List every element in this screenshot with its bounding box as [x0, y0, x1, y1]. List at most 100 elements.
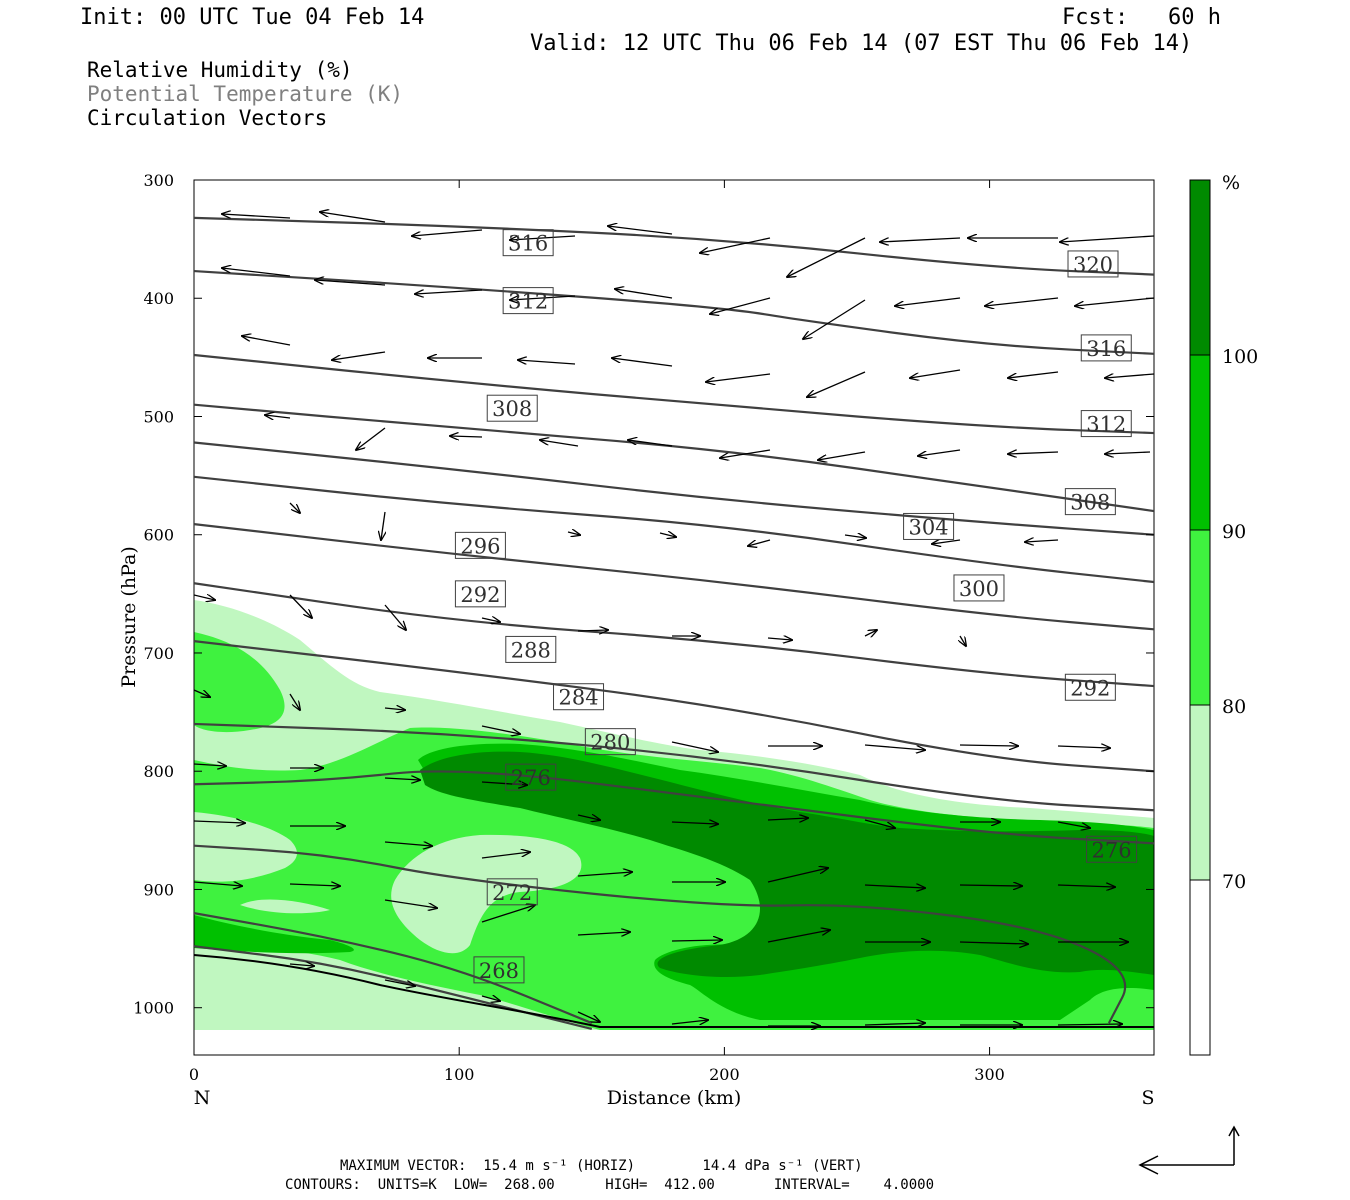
contour-label-text: 316 [1086, 337, 1126, 361]
contour-label-text: 272 [492, 881, 532, 905]
contour-label-box [953, 574, 1005, 602]
theta-contour-276 [194, 844, 1127, 1024]
colorbar-frame [1189, 179, 1211, 1056]
vector [1105, 374, 1154, 378]
contour-label-box [473, 956, 525, 984]
south-label: S [1141, 1087, 1154, 1109]
vector [481, 782, 527, 785]
vector [577, 1011, 600, 1022]
vector [615, 289, 673, 299]
theta-contour-268 [194, 945, 593, 1031]
theta-contour-280 [194, 770, 1154, 845]
y-tick-label: 700 [143, 644, 174, 663]
contour-info: CONTOURS: UNITS=K LOW= 268.00 HIGH= 412.… [285, 1177, 935, 1193]
vector [384, 604, 406, 630]
vector-layer [194, 212, 1154, 1026]
vector [384, 899, 437, 908]
vector [1057, 746, 1110, 748]
contour-label: 300 [953, 574, 1005, 602]
vector [481, 725, 520, 734]
y-tick-label: 1000 [133, 999, 174, 1018]
terrain-line [193, 954, 1154, 1028]
contour-label-box [505, 635, 557, 663]
vector [864, 819, 895, 828]
vector [510, 295, 576, 300]
vector [960, 635, 966, 646]
init-time: Init: 00 UTC Tue 04 Feb 14 [80, 5, 425, 30]
contour-label-text: 316 [508, 232, 548, 256]
contour-label: 292 [454, 580, 506, 608]
vector [910, 369, 961, 378]
vector [671, 940, 722, 941]
vector [289, 964, 314, 966]
contour-label: 272 [486, 878, 538, 906]
contour-label-box [502, 287, 554, 315]
theta-contour-304 [194, 441, 1154, 536]
rh-fill-70-80-inner [240, 834, 582, 954]
contour-label-text: 320 [1073, 253, 1113, 277]
vector [194, 595, 215, 600]
vector [671, 1020, 708, 1024]
contour-label-box [1080, 334, 1132, 362]
reference-vector-icon [1138, 1125, 1240, 1175]
contour-label-box [1080, 410, 1132, 438]
contour-label-box [903, 512, 955, 540]
vector [710, 297, 771, 314]
contour-label-text: 312 [1086, 413, 1126, 437]
vector [194, 764, 226, 766]
vector [518, 360, 576, 365]
contour-label: 268 [473, 956, 525, 984]
theta-contour-layer [194, 216, 1154, 1031]
theta-contour-308 [194, 403, 1154, 513]
vector [577, 815, 600, 820]
colorbar-label-80: 80 [1222, 696, 1246, 718]
vector [1075, 297, 1154, 306]
vector [384, 778, 420, 780]
contour-label-text: 280 [590, 731, 630, 755]
vector [315, 280, 386, 286]
contour-label: 296 [454, 531, 506, 559]
valid-time: Valid: 12 UTC Thu 06 Feb 14 (07 EST Thu … [530, 31, 1193, 56]
vector [510, 235, 576, 240]
x-tick-label: 100 [444, 1065, 475, 1084]
contour-label: 304 [903, 512, 955, 540]
vector [222, 268, 291, 277]
colorbar-swatch-100 [1190, 180, 1210, 355]
vector [1008, 371, 1059, 378]
vector [864, 630, 877, 636]
contour-label-box [553, 683, 605, 711]
contour-label-box [584, 728, 636, 756]
vector [450, 436, 483, 437]
vector [659, 533, 676, 537]
contour-label-box [454, 531, 506, 559]
colorbar-label-70: 70 [1222, 871, 1246, 893]
vector [671, 741, 718, 752]
contour-label-box [454, 580, 506, 608]
rh-fill-100 [420, 751, 1154, 978]
theta-contour-288 [194, 640, 1154, 773]
y-tick-label: 600 [143, 526, 174, 545]
contour-label: 308 [486, 394, 538, 422]
contour-label-text: 304 [909, 515, 949, 539]
vector [628, 440, 673, 447]
contour-label-text: 288 [511, 638, 551, 662]
contour-label-text: 296 [460, 534, 500, 558]
vector [567, 532, 580, 535]
contour-label: 320 [1067, 250, 1119, 278]
vector [700, 237, 771, 253]
vector [1057, 885, 1115, 887]
vector [767, 868, 828, 883]
theta-contour-284 [194, 722, 1154, 812]
contour-label: 316 [502, 229, 554, 257]
vector [895, 297, 961, 306]
theta-contour-320 [194, 216, 1154, 276]
vector [289, 693, 300, 710]
contour-label-box [1086, 835, 1138, 863]
colorbar-swatch-90 [1190, 355, 1210, 530]
vector [880, 237, 961, 242]
contour-label: 308 [1064, 488, 1116, 516]
contour-label: 316 [1080, 334, 1132, 362]
vector [222, 214, 291, 219]
vector [918, 449, 961, 456]
